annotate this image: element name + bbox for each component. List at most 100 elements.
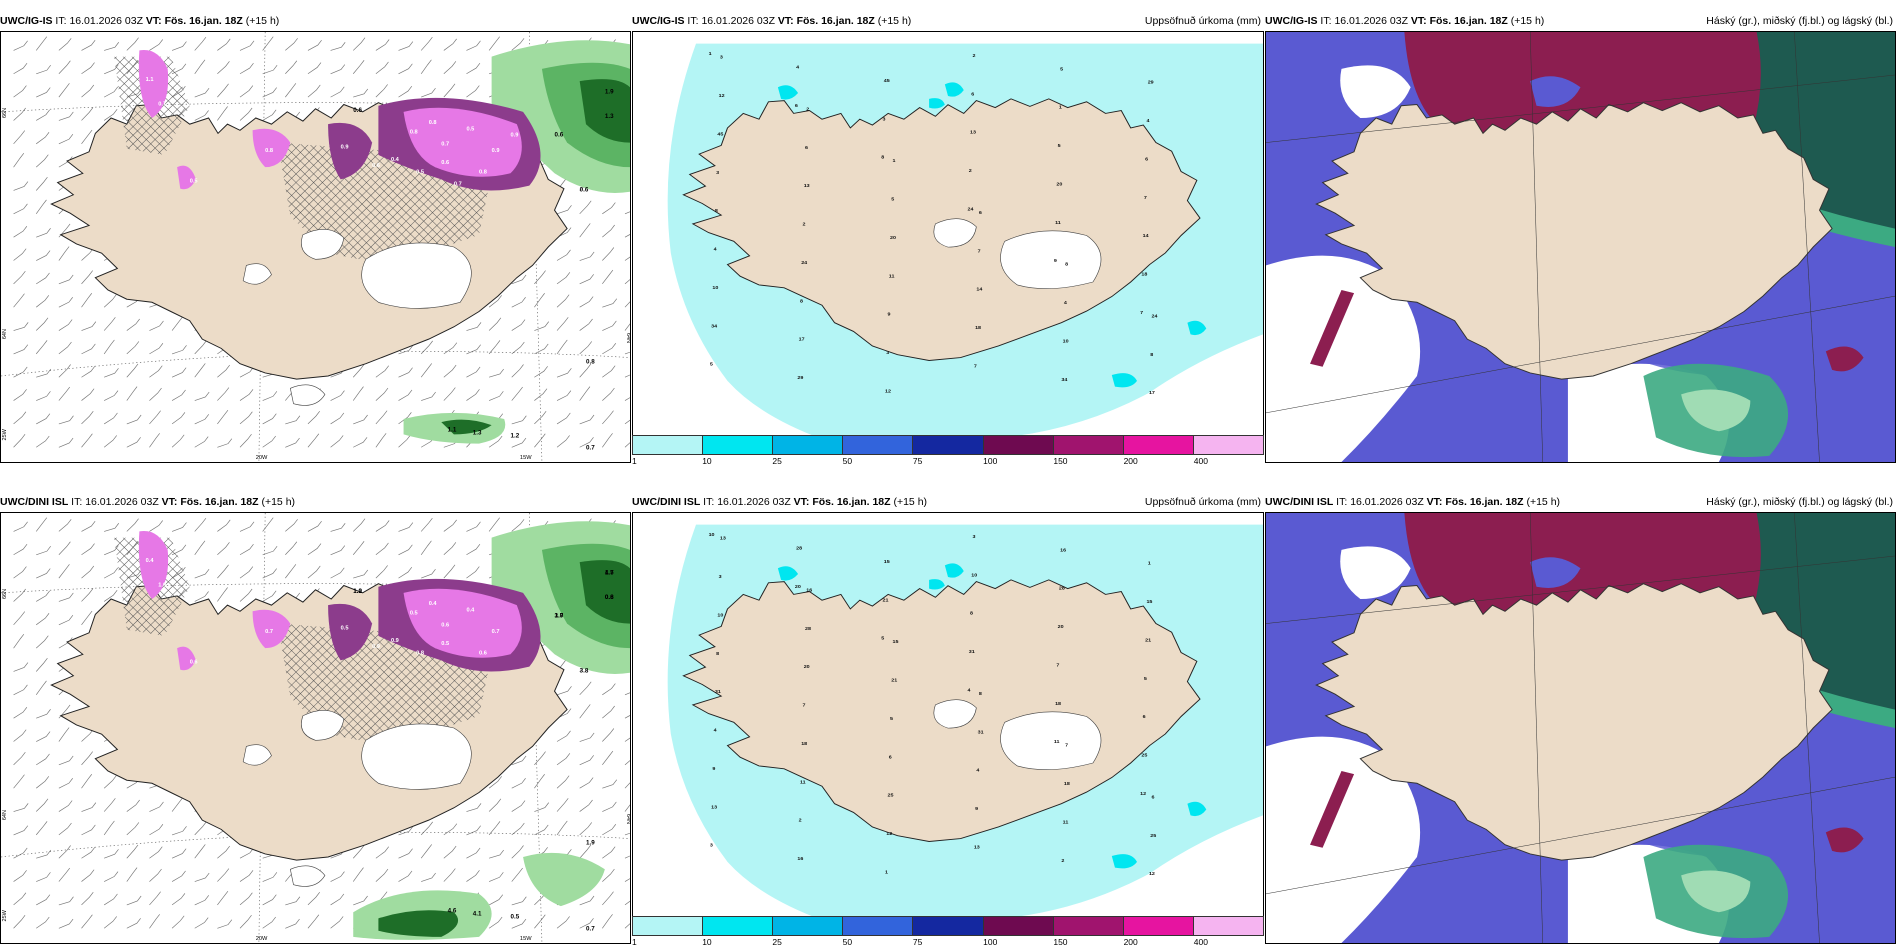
precip-value-label: 4 <box>714 728 717 734</box>
precip-value-label: 8 <box>715 208 718 214</box>
precip-value-label: 14 <box>976 287 982 293</box>
precip-value-label: 13 <box>974 845 980 851</box>
lead-time: (+15 h) <box>877 15 912 27</box>
rain-value-label: 1.2 <box>353 588 362 595</box>
snow-value-label: 1.0 <box>158 583 166 589</box>
rain-value-label: 3.8 <box>580 668 589 675</box>
it-label: IT: <box>71 496 83 508</box>
precip-value-label: 25 <box>1150 833 1156 839</box>
precip-value-label: 12 <box>885 389 891 395</box>
legend-tick-label: 150 <box>1053 937 1068 947</box>
precip-value-label: 6 <box>979 210 982 216</box>
panel-cloud-top: UWC/IG-IS IT: 16.01.2026 03Z VT: Fös. 16… <box>1265 13 1896 463</box>
precip-value-label: 5 <box>891 197 894 203</box>
precip-value-label: 10 <box>717 613 723 619</box>
precip-value-label: 4 <box>968 688 971 694</box>
precip-value-label: 8 <box>1150 352 1153 358</box>
precip-value-label: 12 <box>1149 871 1155 877</box>
precip-value-label: 24 <box>1151 314 1157 320</box>
precip-value-label: 15 <box>893 639 899 645</box>
snow-value-label: 0.6 <box>190 660 198 666</box>
model-name: UWC/DINI ISL <box>0 496 69 508</box>
map-svg: 0.5 0.6 0.4 0.7 0.9 0.8 0.5 0.6 0.4 1.0 0.7 0.5 0.9 0… <box>1 513 630 943</box>
precip-value-label: 8 <box>979 691 982 697</box>
it-label: IT: <box>687 15 699 27</box>
precip-value-label: 28 <box>796 546 802 552</box>
rain-value-label: 0.6 <box>555 131 564 138</box>
precip-value-label: 4 <box>1064 300 1067 306</box>
model-name: UWC/DINI ISL <box>632 496 701 508</box>
precip-value-label: 13 <box>711 805 717 811</box>
precip-value-label: 12 <box>719 93 725 99</box>
snow-value-label: 0.4 <box>391 157 400 163</box>
map-frame[interactable]: 1 6 8 24 9 7 5 4 3 2 11 18 34 29 45 13 20 14 10 17 12 6 5 7 4 8 3 2… <box>632 31 1264 440</box>
it-label: IT: <box>703 496 715 508</box>
rain-value-label: 4.1 <box>473 910 482 917</box>
precip-value-label: 5 <box>881 636 884 642</box>
map-frame[interactable]: 0.5 0.6 0.4 0.7 0.9 0.8 0.5 0.6 0.4 1.0 0.7 0.5 0.9 0… <box>0 512 631 944</box>
map-frame[interactable] <box>1265 31 1896 463</box>
map-frame[interactable]: 10 20 5 4 11 12 3 28 21 31 18 25 13 16 15 8 7 6 9 2 1 10 20 5 4 1… <box>632 512 1264 921</box>
precip-value-label: 2 <box>973 53 976 59</box>
vt-value: Fös. 16.jan. 18Z <box>1445 496 1524 508</box>
precip-value-label: 3 <box>882 117 885 123</box>
precip-value-label: 1 <box>885 870 888 876</box>
precip-value-label: 6 <box>971 92 974 98</box>
precip-value-label: 5 <box>890 716 893 722</box>
axis-labels: 66N 64N 20W 15W 25W 64N <box>2 589 630 942</box>
glaciers <box>242 229 472 406</box>
precip-value-label: 9 <box>712 766 715 772</box>
glaciers <box>242 710 472 887</box>
precip-value-label: 2 <box>806 107 809 113</box>
snow-value-label: 0.8 <box>429 120 437 126</box>
it-value: 16.01.2026 03Z <box>69 15 143 27</box>
precip-legend <box>632 916 1264 936</box>
precip-value-label: 45 <box>717 132 723 138</box>
precip-value-label: 2 <box>799 818 802 824</box>
legend-tick-label: 50 <box>842 937 853 947</box>
vt-label: VT: <box>161 496 178 508</box>
it-label: IT: <box>55 15 67 27</box>
lat-lon-grid <box>1266 32 1895 462</box>
legend-tick-label: 10 <box>702 937 712 947</box>
panel-cloud-bottom: UWC/DINI ISL IT: 16.01.2026 03Z VT: Fös.… <box>1265 494 1896 944</box>
rain-value-label: 3.7 <box>555 612 564 619</box>
precip-value-label: 4 <box>976 768 979 774</box>
legend-swatch <box>1123 436 1194 454</box>
snow-value-label: 0.4 <box>429 601 438 607</box>
panel-header: UWC/DINI ISL IT: 16.01.2026 03Z VT: Fös.… <box>1265 494 1896 510</box>
legend-swatch <box>983 436 1054 454</box>
lon-label-right: 15W <box>520 455 532 461</box>
precip-value-label: 9 <box>975 806 978 812</box>
precip-value-label: 4 <box>714 247 717 253</box>
rain-value-label: 0.8 <box>605 594 614 601</box>
legend-tick-label: 400 <box>1193 456 1208 466</box>
lead-time: (+15 h) <box>1526 496 1561 508</box>
precip-values: 1020541112328213118251316158769211020541… <box>709 532 1157 877</box>
map-frame[interactable]: 0.8 0.7 0.5 0.9 0.4 0.5 0.6 0.8 1.1 0.7 0.8 0.9 0.6 0… <box>0 31 631 463</box>
legend-swatch <box>633 917 704 935</box>
panel-header: UWC/DINI ISL IT: 16.01.2026 03Z VT: Fös.… <box>0 494 631 510</box>
precip-value-label: 3 <box>973 534 976 540</box>
legend-tick-label: 100 <box>983 456 998 466</box>
precip-value-label: 16 <box>1060 548 1066 554</box>
legend-tick-label: 1 <box>632 456 637 466</box>
rain-value-label: 1.9 <box>586 840 595 847</box>
legend-swatch <box>913 917 984 935</box>
legend-tick-label: 200 <box>1123 456 1138 466</box>
corner-label: 25W <box>2 909 8 921</box>
precip-value-label: 10 <box>971 573 977 579</box>
map-frame[interactable] <box>1265 512 1896 944</box>
precip-value-label: 5 <box>1144 676 1147 682</box>
legend-swatch <box>1193 436 1263 454</box>
precip-value-label: 17 <box>799 337 805 343</box>
precip-value-label: 6 <box>1151 795 1154 801</box>
snow-value-label: 0.6 <box>441 623 449 629</box>
legend-swatch <box>983 917 1054 935</box>
right-lat-label: 64N <box>625 814 630 824</box>
precip-value-label: 8 <box>716 651 719 657</box>
precip-value-label: 15 <box>884 559 890 565</box>
legend-swatch <box>703 436 774 454</box>
it-value: 16.01.2026 03Z <box>85 496 159 508</box>
rain-value-label: 0.6 <box>580 187 589 194</box>
